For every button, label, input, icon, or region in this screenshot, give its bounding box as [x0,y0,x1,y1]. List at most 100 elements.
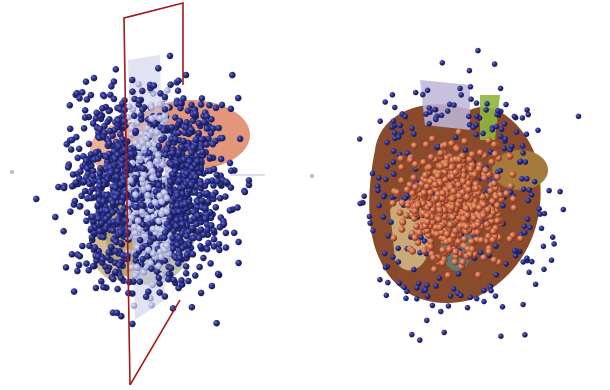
particle [449,204,456,211]
particle [207,154,214,161]
particle [163,152,170,159]
particle [443,162,450,169]
particle [493,194,500,201]
particle [144,192,151,199]
particle [456,129,463,136]
particle [503,136,509,142]
particle [86,141,93,148]
particle [487,188,494,195]
particle [145,247,152,254]
particle [491,257,498,264]
particle [172,136,179,143]
particle [167,81,174,88]
particle [198,226,205,233]
particle [424,183,431,190]
particle [156,172,163,179]
particle [169,235,176,242]
particle [441,330,447,336]
particle [132,191,139,198]
particle [234,204,241,211]
particle [390,92,396,98]
particle [367,214,373,220]
particle [561,207,567,213]
particle [77,168,84,175]
particle [131,113,138,120]
particle [525,216,531,222]
particle [209,283,216,290]
particle [196,264,203,271]
particle [412,234,419,241]
particle [546,188,552,194]
particle [421,189,428,196]
particle [199,136,206,143]
particle [395,246,401,252]
particle [167,179,174,186]
particle [213,204,220,211]
particle [190,251,197,258]
particle [218,156,225,163]
particle [189,304,196,311]
particle [132,272,139,279]
particle [219,135,226,142]
particle [512,114,518,120]
particle [79,243,86,250]
particle [99,105,106,112]
particle [164,195,171,202]
particle [384,164,390,170]
particle [426,164,433,171]
particle [490,237,497,244]
particle [473,185,480,192]
particle [399,226,406,233]
particle [63,141,70,148]
particle [217,195,224,202]
particle [457,86,463,92]
particle [526,198,532,204]
particle [361,193,367,199]
particle [97,165,104,172]
particle [440,60,446,66]
particle [221,221,228,228]
body: (() => { JSON.parse(document.getElementB… [0,0,610,390]
particle [215,125,222,132]
particle [424,318,430,324]
scene [0,0,610,390]
particle [83,260,90,267]
particle [188,102,195,109]
particle [110,227,117,234]
particle [195,130,202,137]
particle [139,139,146,146]
particle [481,175,488,182]
particle [439,190,446,197]
particle [120,194,127,201]
particle [213,172,220,179]
particle [175,87,182,94]
particle [192,174,199,181]
particle [396,259,402,265]
particle [397,123,403,129]
particle [229,72,236,79]
particle [502,121,508,127]
particle [471,171,478,178]
particle [228,106,235,113]
particle [436,216,443,223]
particle [162,229,169,236]
particle [520,143,526,149]
particle [403,212,410,219]
particle [205,240,212,247]
particle [440,247,447,254]
particle [485,137,492,144]
particle [133,204,140,211]
particle [482,167,489,174]
particle [455,238,462,245]
particle [469,151,476,158]
particle [430,255,437,262]
particle [205,198,212,205]
particle [498,333,504,339]
particle [97,126,104,133]
marker [310,174,314,178]
particle [463,205,470,212]
particle [468,238,475,245]
particle [384,293,390,299]
particle [77,253,84,260]
particle [412,184,419,191]
